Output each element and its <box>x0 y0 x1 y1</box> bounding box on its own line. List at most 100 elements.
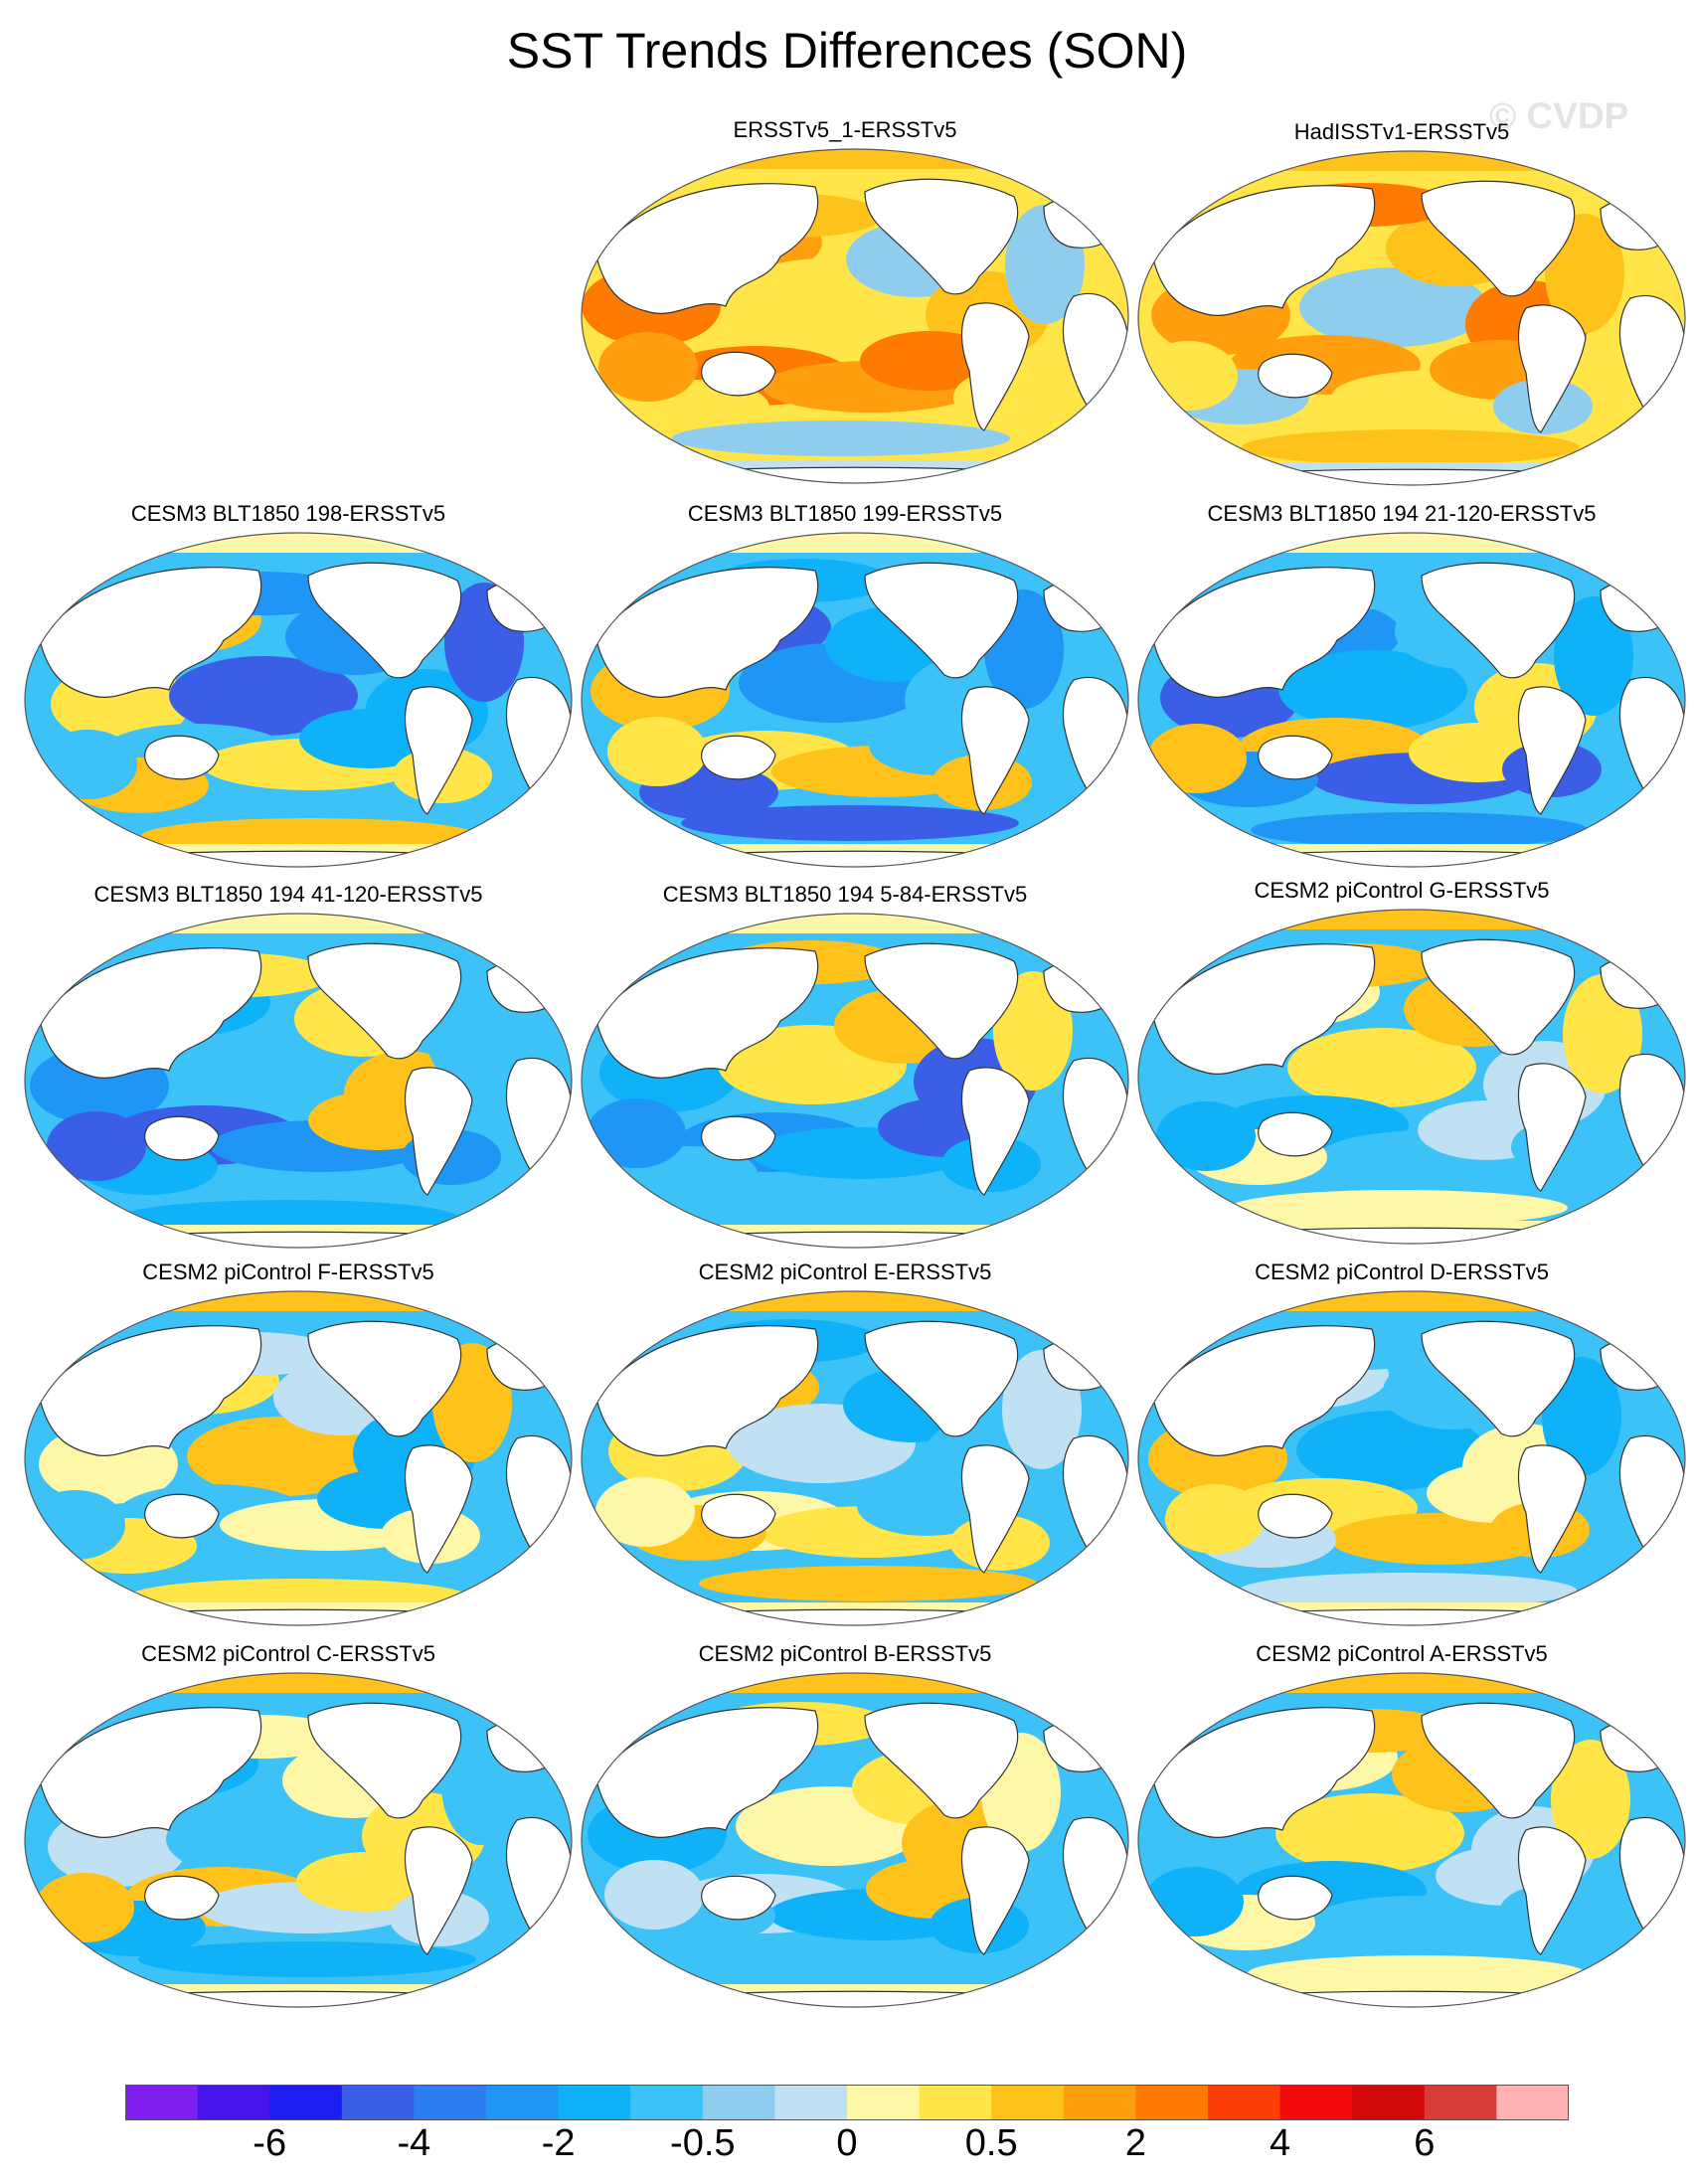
arctic-band <box>1138 910 1685 929</box>
arctic-band <box>582 1673 1128 1693</box>
sst-anomaly-region <box>1275 1793 1464 1873</box>
australia-landmass <box>144 735 220 780</box>
sst-anomaly-region <box>1239 1573 1577 1608</box>
world-map <box>581 913 1129 1249</box>
colorbar-swatch <box>125 2085 199 2120</box>
antarctica-landmass <box>1138 1990 1685 2007</box>
sst-anomaly-region <box>1242 429 1580 465</box>
sst-anomaly-region <box>187 1417 376 1496</box>
map-panel: CESM3 BLT1850 198-ERSSTv5 <box>10 501 573 885</box>
colorbar-tick-label: 0 <box>836 2122 858 2164</box>
asia-landmass <box>1152 1325 1376 1456</box>
antarctica-landmass <box>582 1608 1128 1625</box>
panel-title: CESM2 piControl E-ERSSTv5 <box>698 1260 992 1284</box>
sst-anomaly-region <box>296 1852 435 1912</box>
europe-landmass <box>1043 578 1128 632</box>
sst-anomaly-region <box>1144 1867 1244 1936</box>
colorbar-swatch <box>702 2085 775 2120</box>
australia-landmass <box>144 1115 220 1161</box>
asia-landmass <box>595 567 819 698</box>
australia-landmass <box>144 1493 220 1539</box>
sst-anomaly-region <box>699 1566 1037 1601</box>
panel-title: CESM2 piControl B-ERSSTv5 <box>698 1641 992 1666</box>
map-frame <box>24 532 573 868</box>
europe-landmass <box>1043 958 1128 1013</box>
antarctica-landmass <box>582 1990 1128 2007</box>
world-map <box>1137 909 1686 1245</box>
colorbar-tick-label: -2 <box>541 2122 576 2164</box>
map-panel: CESM2 piControl G-ERSSTv5 <box>1123 878 1686 1261</box>
antarctica-landmass <box>582 466 1128 483</box>
colorbar-swatch <box>630 2085 704 2120</box>
panel-title: CESM2 piControl A-ERSSTv5 <box>1256 1641 1548 1666</box>
sst-anomaly-region <box>672 420 1010 456</box>
north-america-landmass <box>307 1702 462 1819</box>
arctic-band <box>1138 533 1685 553</box>
antarctica-landmass <box>1138 1227 1685 1244</box>
map-frame <box>581 532 1129 868</box>
map-frame <box>1137 1290 1686 1626</box>
europe-landmass <box>1043 1718 1128 1772</box>
map-panel: CESM3 BLT1850 194 5-84-ERSSTv5 <box>567 882 1129 1265</box>
colorbar-swatch <box>197 2085 270 2120</box>
colorbar-swatch <box>558 2085 631 2120</box>
map-frame <box>1137 532 1686 868</box>
sst-anomaly-region <box>47 1111 146 1181</box>
antarctica-landmass <box>1138 850 1685 867</box>
arctic-band <box>25 1291 572 1311</box>
sst-anomaly-region <box>690 1187 1028 1223</box>
sst-anomaly-region <box>598 332 698 402</box>
antarctica-landmass <box>25 850 572 867</box>
north-america-landmass <box>864 1702 1019 1819</box>
australia-landmass <box>1258 1493 1333 1539</box>
south-america-landmass <box>404 1444 473 1574</box>
arctic-band <box>582 914 1128 933</box>
sst-anomaly-region <box>595 1477 695 1547</box>
antarctica-landmass <box>25 1608 572 1625</box>
colorbar-labels: -6 -4 -2 -0.5 0 0.5 2 4 6 <box>0 2114 1694 2164</box>
australia-landmass <box>701 1875 776 1921</box>
europe-landmass <box>1600 1336 1685 1391</box>
south-america-landmass <box>1517 1826 1587 1955</box>
sst-anomaly-region <box>1296 1411 1485 1490</box>
australia-landmass <box>144 1875 220 1921</box>
australia-landmass <box>1258 1111 1333 1157</box>
north-america-landmass <box>1421 1320 1576 1437</box>
figure-title: SST Trends Differences (SON) <box>506 23 1188 79</box>
south-america-landmass <box>960 1826 1030 1955</box>
north-america-landmass <box>1421 938 1576 1056</box>
sst-anomaly-region <box>1554 596 1633 716</box>
colorbar-tick-label: -0.5 <box>670 2122 736 2164</box>
sst-anomaly-region <box>38 730 137 799</box>
world-map <box>24 1290 573 1626</box>
world-map <box>581 1672 1129 2008</box>
australia-landmass <box>1258 735 1333 780</box>
colorbar-tick-label: 4 <box>1270 2122 1291 2164</box>
australia-landmass <box>701 1115 776 1161</box>
antarctica-landmass <box>25 1990 572 2007</box>
antarctica-landmass <box>25 1231 572 1248</box>
map-frame <box>1137 909 1686 1245</box>
map-frame <box>581 1672 1129 2008</box>
sst-anomaly-region <box>169 656 358 736</box>
arctic-band <box>25 533 572 553</box>
europe-landmass <box>486 1718 572 1772</box>
sst-anomaly-region <box>1248 1955 1586 1991</box>
antarctica-landmass <box>582 1231 1128 1248</box>
colorbar-swatch <box>1352 2085 1426 2120</box>
sst-anomaly-region <box>1287 1028 1476 1107</box>
sst-anomaly-region <box>607 717 707 786</box>
asia-landmass <box>1152 567 1376 698</box>
sst-anomaly-region <box>166 1799 355 1879</box>
asia-landmass <box>1152 1707 1376 1838</box>
north-america-landmass <box>307 562 462 679</box>
map-frame <box>24 913 573 1249</box>
north-america-landmass <box>1421 1702 1576 1819</box>
sst-anomaly-region <box>1299 267 1488 347</box>
asia-landmass <box>1152 943 1376 1075</box>
map-frame <box>1137 150 1686 486</box>
south-america-landmass <box>1517 1444 1587 1574</box>
panel-title: CESM2 piControl C-ERSSTv5 <box>141 1641 435 1666</box>
cvdp-watermark: © CVDP <box>1489 95 1629 136</box>
arctic-band <box>582 533 1128 553</box>
